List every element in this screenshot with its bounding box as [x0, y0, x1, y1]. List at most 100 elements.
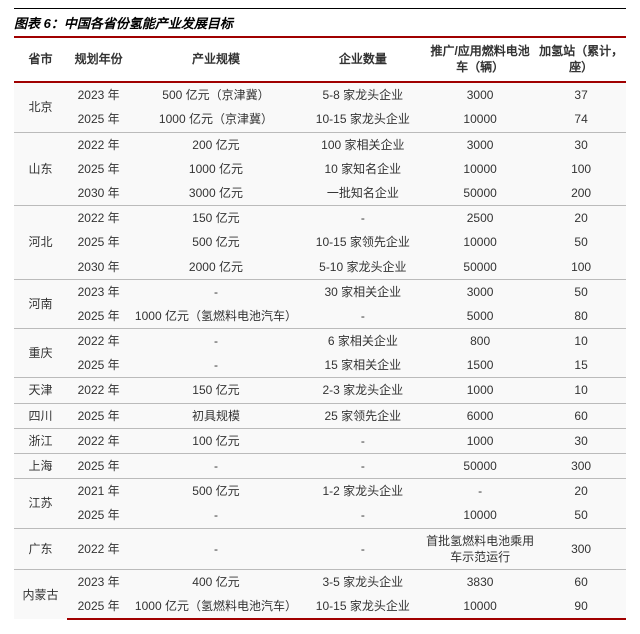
cell-stations: 30: [536, 428, 626, 453]
cell-stations: 100: [536, 255, 626, 280]
cell-stations: 30: [536, 132, 626, 157]
table-row: 浙江2022 年100 亿元-100030: [14, 428, 626, 453]
cell-stations: 300: [536, 454, 626, 479]
cell-scale: -: [130, 279, 301, 304]
table-row: 2030 年3000 亿元一批知名企业50000200: [14, 181, 626, 206]
cell-year: 2023 年: [67, 279, 130, 304]
cell-fcv: 3000: [424, 279, 536, 304]
cell-year: 2022 年: [67, 528, 130, 569]
cell-scale: 1000 亿元（京津冀）: [130, 107, 301, 132]
table-row: 2025 年-15 家相关企业150015: [14, 353, 626, 378]
table-row: 2025 年1000 亿元（京津冀）10-15 家龙头企业1000074: [14, 107, 626, 132]
cell-firms: 10-15 家龙头企业: [302, 107, 424, 132]
table-container: 图表 6：中国各省份氢能产业发展目标 省市 规划年份 产业规模 企业数量 推广/…: [0, 0, 640, 634]
cell-year: 2025 年: [67, 594, 130, 619]
cell-fcv: 10000: [424, 503, 536, 528]
cell-year: 2025 年: [67, 304, 130, 329]
table-row: 北京2023 年500 亿元（京津冀）5-8 家龙头企业300037: [14, 82, 626, 107]
cell-fcv: 1000: [424, 428, 536, 453]
cell-province: 上海: [14, 454, 67, 479]
cell-scale: 500 亿元: [130, 230, 301, 254]
cell-year: 2021 年: [67, 479, 130, 504]
cell-scale: 500 亿元（京津冀）: [130, 82, 301, 107]
cell-stations: 100: [536, 157, 626, 181]
table-row: 河北2022 年150 亿元-250020: [14, 206, 626, 231]
table-row: 2025 年1000 亿元10 家知名企业10000100: [14, 157, 626, 181]
cell-fcv: 50000: [424, 181, 536, 206]
cell-year: 2022 年: [67, 329, 130, 354]
data-table: 省市 规划年份 产业规模 企业数量 推广/应用燃料电池车（辆） 加氢站（累计，座…: [14, 36, 626, 620]
cell-fcv: 1000: [424, 378, 536, 403]
table-row: 2025 年--1000050: [14, 503, 626, 528]
cell-stations: 74: [536, 107, 626, 132]
cell-firms: 3-5 家龙头企业: [302, 569, 424, 594]
chart-title-bar: 图表 6：中国各省份氢能产业发展目标: [14, 8, 626, 36]
cell-fcv: 50000: [424, 454, 536, 479]
cell-firms: -: [302, 428, 424, 453]
cell-province: 内蒙古: [14, 569, 67, 619]
cell-province: 北京: [14, 82, 67, 132]
table-row: 上海2025 年--50000300: [14, 454, 626, 479]
table-row: 2030 年2000 亿元5-10 家龙头企业50000100: [14, 255, 626, 280]
table-row: 江苏2021 年500 亿元1-2 家龙头企业-20: [14, 479, 626, 504]
cell-province: 山东: [14, 132, 67, 206]
cell-scale: 100 亿元: [130, 428, 301, 453]
cell-province: 天津: [14, 378, 67, 403]
cell-province: 广东: [14, 528, 67, 569]
cell-year: 2025 年: [67, 454, 130, 479]
cell-year: 2022 年: [67, 206, 130, 231]
cell-scale: -: [130, 353, 301, 378]
cell-firms: -: [302, 528, 424, 569]
cell-province: 江苏: [14, 479, 67, 528]
table-row: 河南2023 年-30 家相关企业300050: [14, 279, 626, 304]
cell-firms: -: [302, 206, 424, 231]
cell-year: 2025 年: [67, 353, 130, 378]
cell-scale: 初具规模: [130, 403, 301, 428]
col-stations: 加氢站（累计，座）: [536, 37, 626, 82]
cell-province: 四川: [14, 403, 67, 428]
cell-firms: 10-15 家领先企业: [302, 230, 424, 254]
cell-scale: 2000 亿元: [130, 255, 301, 280]
header-row: 省市 规划年份 产业规模 企业数量 推广/应用燃料电池车（辆） 加氢站（累计，座…: [14, 37, 626, 82]
cell-fcv: 3830: [424, 569, 536, 594]
cell-year: 2023 年: [67, 569, 130, 594]
cell-stations: 20: [536, 206, 626, 231]
cell-firms: 1-2 家龙头企业: [302, 479, 424, 504]
cell-stations: 80: [536, 304, 626, 329]
table-row: 2025 年1000 亿元（氢燃料电池汽车）10-15 家龙头企业1000090: [14, 594, 626, 619]
col-fcv: 推广/应用燃料电池车（辆）: [424, 37, 536, 82]
cell-year: 2025 年: [67, 107, 130, 132]
cell-fcv: 6000: [424, 403, 536, 428]
cell-scale: 150 亿元: [130, 206, 301, 231]
cell-province: 浙江: [14, 428, 67, 453]
cell-firms: 6 家相关企业: [302, 329, 424, 354]
cell-scale: 500 亿元: [130, 479, 301, 504]
cell-fcv: 10000: [424, 230, 536, 254]
cell-scale: 400 亿元: [130, 569, 301, 594]
cell-province: 重庆: [14, 329, 67, 378]
cell-fcv: 1500: [424, 353, 536, 378]
cell-year: 2022 年: [67, 132, 130, 157]
cell-year: 2023 年: [67, 82, 130, 107]
cell-fcv: 10000: [424, 107, 536, 132]
cell-year: 2030 年: [67, 181, 130, 206]
cell-scale: 150 亿元: [130, 378, 301, 403]
col-province: 省市: [14, 37, 67, 82]
cell-fcv: 首批氢燃料电池乘用车示范运行: [424, 528, 536, 569]
cell-stations: 50: [536, 279, 626, 304]
cell-stations: 300: [536, 528, 626, 569]
cell-fcv: 2500: [424, 206, 536, 231]
cell-stations: 15: [536, 353, 626, 378]
cell-year: 2022 年: [67, 428, 130, 453]
table-row: 四川2025 年初具规模25 家领先企业600060: [14, 403, 626, 428]
cell-firms: -: [302, 454, 424, 479]
cell-stations: 200: [536, 181, 626, 206]
cell-scale: 1000 亿元: [130, 157, 301, 181]
cell-stations: 10: [536, 329, 626, 354]
cell-stations: 60: [536, 569, 626, 594]
col-scale: 产业规模: [130, 37, 301, 82]
cell-firms: -: [302, 503, 424, 528]
table-row: 重庆2022 年-6 家相关企业80010: [14, 329, 626, 354]
cell-province: 河南: [14, 279, 67, 328]
cell-scale: -: [130, 329, 301, 354]
